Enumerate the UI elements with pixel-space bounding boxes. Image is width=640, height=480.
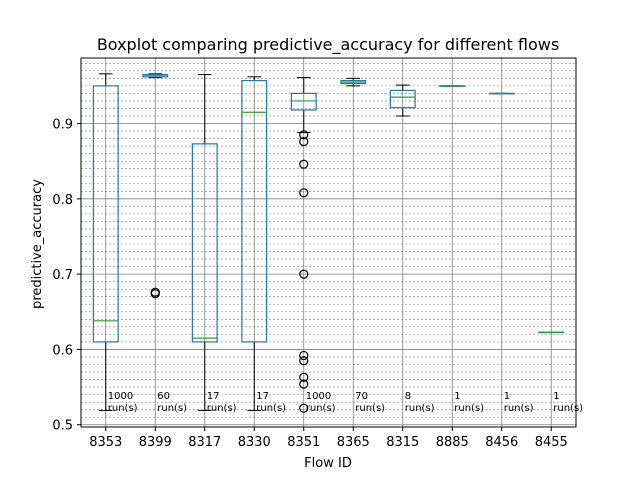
outlier-point (299, 372, 309, 382)
y-tick-label: 0.5 (52, 419, 73, 434)
x-tick-label: 8455 (535, 435, 568, 450)
box-iqr (290, 92, 317, 111)
x-tick-label: 8399 (139, 435, 172, 450)
run-count-label: 1 (454, 391, 460, 402)
y-tick-label: 0.8 (52, 193, 73, 208)
run-suffix-label: run(s) (553, 403, 583, 414)
outlier-point (299, 188, 309, 198)
x-tick-label: 8317 (188, 435, 221, 450)
x-tick-label: 8353 (89, 435, 122, 450)
outlier-point (299, 159, 309, 169)
box-iqr (92, 85, 119, 343)
run-suffix-label: run(s) (504, 403, 534, 414)
run-count-label: 17 (207, 391, 220, 402)
box-iqr (191, 143, 218, 343)
x-axis-label: Flow ID (304, 456, 352, 471)
outlier-point (299, 403, 309, 413)
run-suffix-label: run(s) (256, 403, 286, 414)
run-suffix-label: run(s) (108, 403, 138, 414)
run-count-label: 17 (256, 391, 269, 402)
run-suffix-label: run(s) (355, 403, 385, 414)
run-suffix-label: run(s) (454, 403, 484, 414)
box-iqr (389, 89, 416, 109)
run-count-label: 1 (553, 391, 559, 402)
run-count-label: 1000 (108, 391, 133, 402)
x-tick-label: 8315 (386, 435, 419, 450)
y-tick-label: 0.6 (52, 343, 73, 358)
chart-title: Boxplot comparing predictive_accuracy fo… (97, 35, 559, 55)
x-tick-label: 8330 (238, 435, 271, 450)
outlier-point (299, 379, 309, 389)
outlier-point (299, 269, 309, 279)
y-tick-label: 0.7 (52, 268, 73, 283)
outlier-point (150, 287, 160, 297)
plot-area: 0.5 0.6 0.7 0.8 0.9 8353 8399 8317 8330 8351 8365 8… (52, 57, 583, 450)
run-count-label: 60 (157, 391, 170, 402)
outlier-point (299, 130, 309, 140)
x-tick-label: 8365 (337, 435, 370, 450)
run-count-label: 8 (405, 391, 411, 402)
run-count-label: 1000 (306, 391, 331, 402)
box-iqr (241, 79, 268, 343)
x-tick-label: 8351 (287, 435, 320, 450)
run-suffix-label: run(s) (306, 403, 336, 414)
x-tick-label: 8885 (436, 435, 469, 450)
run-suffix-label: run(s) (405, 403, 435, 414)
run-suffix-label: run(s) (207, 403, 237, 414)
plot-frame (80, 57, 577, 428)
run-suffix-label: run(s) (157, 403, 187, 414)
y-tick-label: 0.9 (52, 118, 73, 133)
outlier-point (299, 136, 309, 147)
run-count-label: 70 (355, 391, 368, 402)
x-tick-label: 8456 (485, 435, 518, 450)
run-count-label: 1 (504, 391, 510, 402)
outlier-point (299, 350, 309, 361)
y-axis-label: predictive_accuracy (30, 179, 45, 309)
outlier-point (299, 356, 309, 366)
